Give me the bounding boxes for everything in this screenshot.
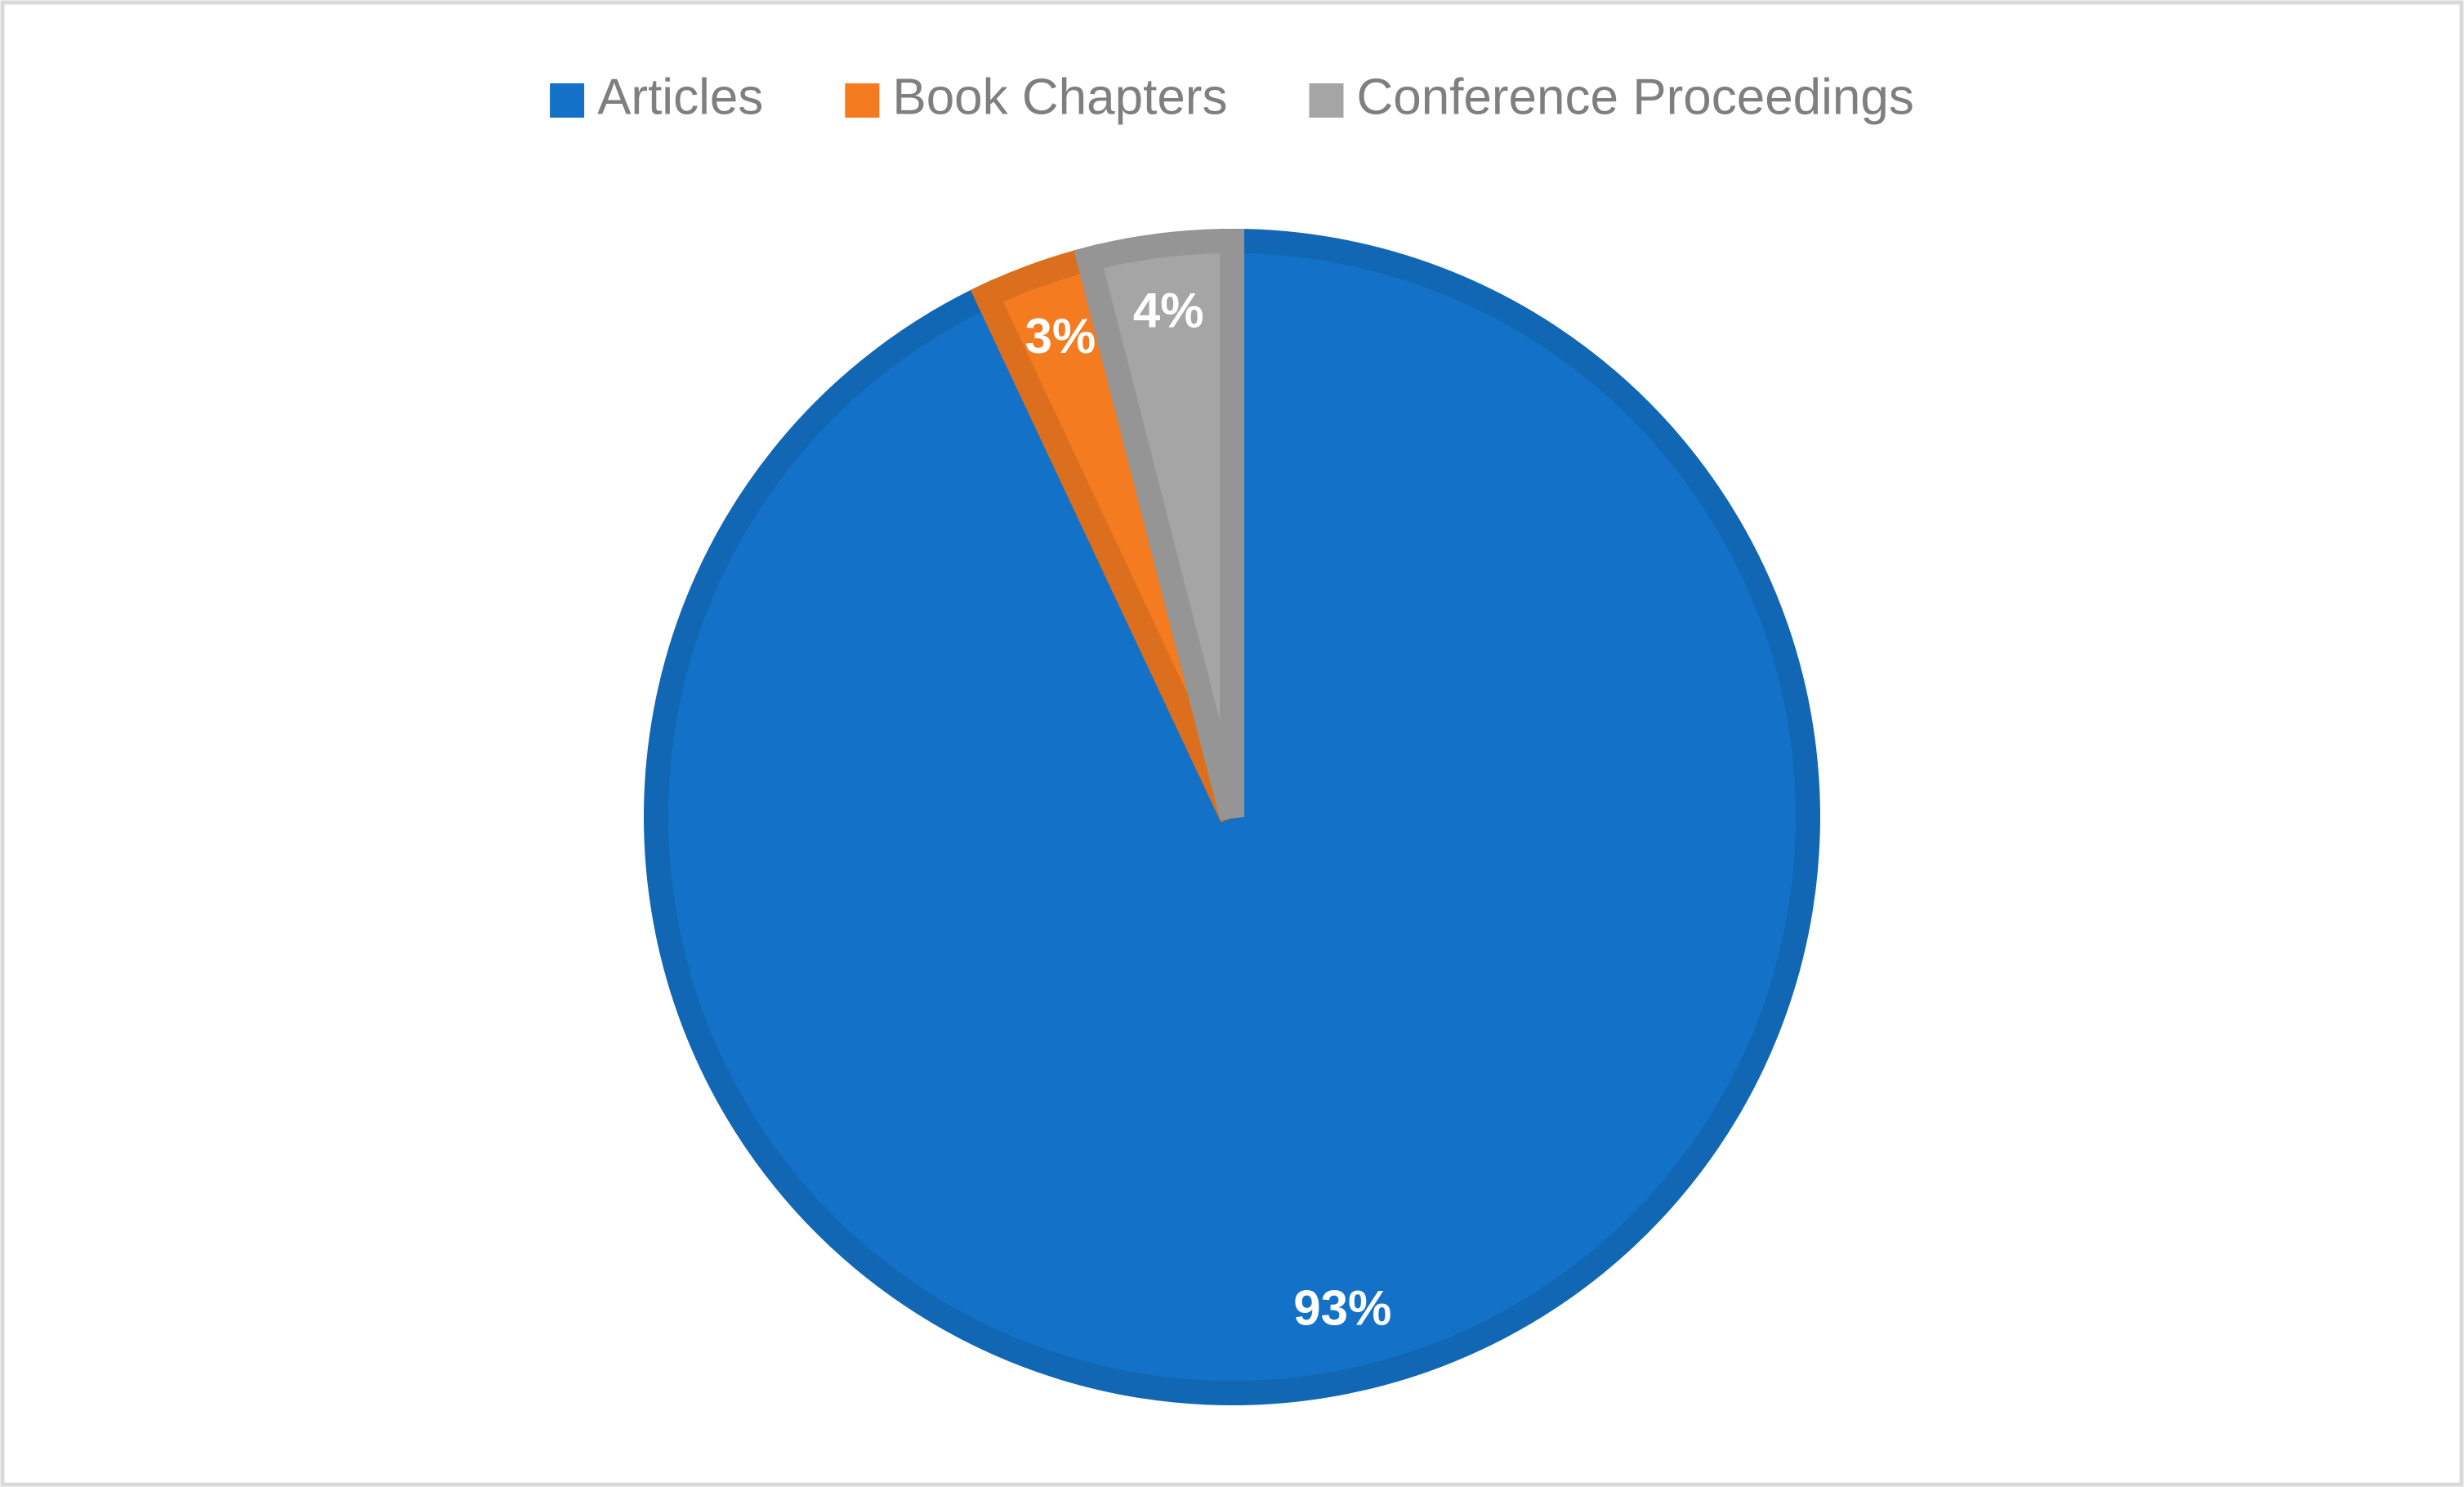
legend-label: Articles: [597, 69, 763, 125]
legend-swatch: [845, 83, 880, 118]
legend-swatch: [1309, 83, 1344, 118]
value-labels: 93% 3% 4%: [1024, 283, 1391, 1335]
value-label: 4%: [1133, 283, 1204, 337]
legend-label: Book Chapters: [892, 69, 1227, 125]
legend-swatch: [550, 83, 585, 118]
legend-label: Conference Proceedings: [1356, 69, 1913, 125]
pie: [644, 228, 1820, 1405]
pie-slice: [1074, 228, 1244, 820]
pie-slice: [644, 228, 1820, 1405]
value-label: 93%: [1293, 1280, 1391, 1335]
legend: Articles Book Chapters Conference Proceedi…: [550, 69, 1914, 125]
value-label: 3%: [1024, 309, 1096, 364]
